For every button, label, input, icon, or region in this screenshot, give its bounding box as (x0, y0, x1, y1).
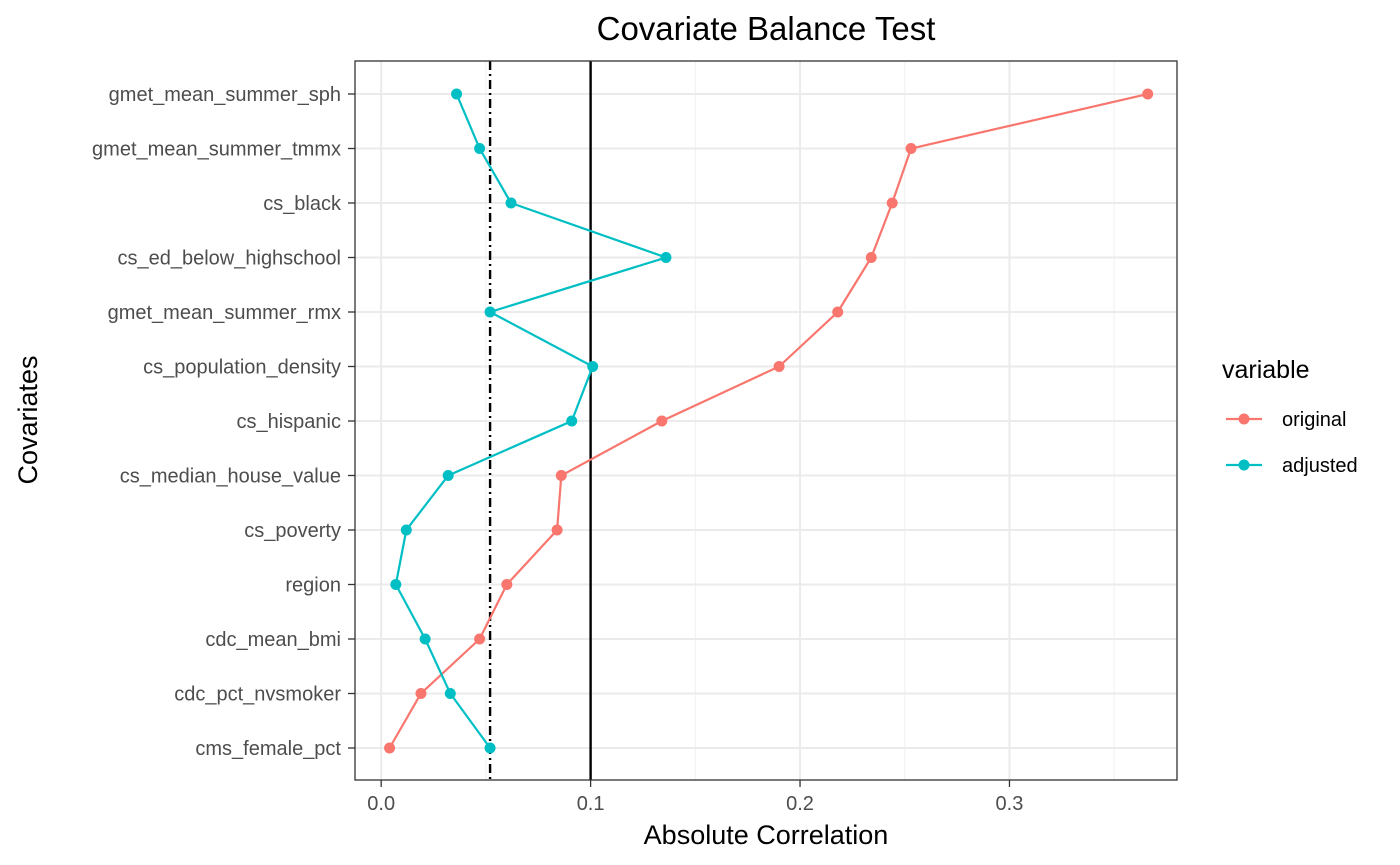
x-tick-label: 0.2 (786, 793, 814, 815)
y-tick-label: cms_female_pct (195, 738, 341, 760)
x-axis: 0.0 0.1 0.2 0.3 (367, 780, 1023, 815)
legend-label-original: original (1282, 409, 1346, 431)
data-point-original (501, 579, 513, 590)
data-point-original (865, 252, 877, 263)
data-point-original (886, 197, 898, 209)
x-tick-label: 0.1 (577, 793, 605, 815)
y-tick-label: cdc_pct_nvsmoker (174, 684, 341, 706)
y-tick-label: cs_median_house_value (120, 466, 341, 488)
plot-panel (354, 60, 1178, 781)
x-axis-title: Absolute Correlation (644, 820, 889, 850)
legend-key-point-original (1238, 413, 1250, 425)
data-point-adjusted (390, 579, 402, 590)
data-point-adjusted (660, 252, 672, 263)
y-axis: gmet_mean_summer_sph gmet_mean_summer_tmm… (92, 84, 355, 760)
data-point-adjusted (442, 470, 454, 481)
y-tick-label: cs_hispanic (236, 411, 341, 433)
data-point-adjusted (419, 633, 431, 645)
legend: variable original adjusted (1222, 356, 1358, 477)
data-point-adjusted (484, 306, 496, 318)
y-tick-label: cs_ed_below_highschool (118, 248, 342, 270)
data-point-original (415, 688, 427, 699)
x-tick-label: 0.3 (996, 793, 1024, 815)
data-point-adjusted (566, 415, 578, 427)
data-point-adjusted (400, 524, 412, 536)
legend-items: original adjusted (1226, 409, 1358, 477)
data-point-adjusted (505, 197, 517, 209)
y-tick-label: region (285, 575, 341, 597)
data-point-original (832, 306, 844, 318)
legend-key-point-adjusted (1238, 459, 1250, 471)
series-layer (384, 88, 1154, 754)
data-point-original (551, 524, 563, 536)
data-point-adjusted (484, 742, 496, 754)
data-point-original (474, 633, 486, 645)
legend-label-adjusted: adjusted (1282, 455, 1358, 477)
chart-title: Covariate Balance Test (597, 10, 936, 47)
data-point-adjusted (587, 361, 599, 372)
data-point-original (555, 470, 567, 481)
data-point-original (656, 415, 668, 427)
data-point-original (1142, 88, 1154, 100)
y-tick-label: cdc_mean_bmi (205, 629, 341, 651)
grid-major (355, 61, 1177, 780)
data-point-adjusted (451, 88, 463, 100)
data-point-adjusted (474, 143, 486, 154)
data-point-adjusted (444, 688, 456, 699)
y-tick-label: gmet_mean_summer_sph (109, 84, 341, 106)
y-tick-label: cs_poverty (244, 520, 341, 542)
data-point-original (384, 742, 396, 754)
y-tick-label: gmet_mean_summer_rmx (108, 302, 341, 324)
y-tick-label: cs_population_density (143, 357, 341, 379)
data-point-original (905, 143, 917, 154)
reference-lines (488, 61, 592, 780)
x-tick-label: 0.0 (367, 793, 395, 815)
data-point-original (773, 361, 785, 372)
legend-title: variable (1222, 356, 1310, 384)
y-tick-label: cs_black (263, 193, 342, 215)
y-tick-label: gmet_mean_summer_tmmx (92, 139, 341, 161)
y-axis-title: Covariates (13, 355, 43, 484)
